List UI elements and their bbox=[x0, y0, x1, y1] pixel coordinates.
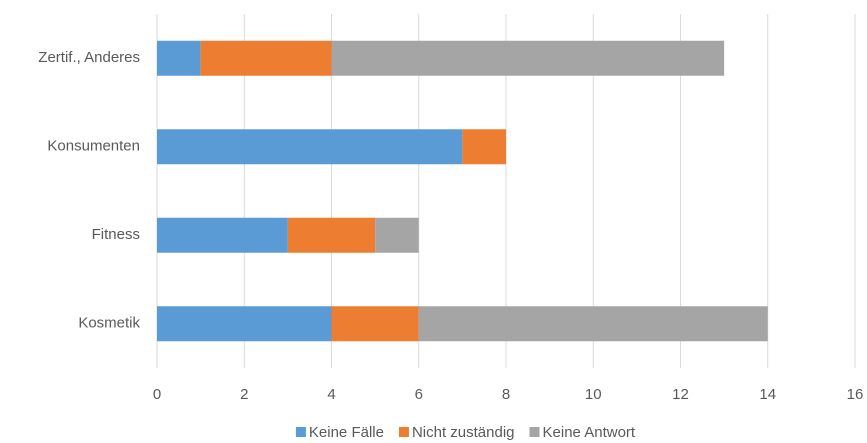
y-tick-label: Konsumenten bbox=[47, 138, 140, 155]
x-tick-label: 2 bbox=[240, 386, 248, 403]
bar-segment bbox=[157, 217, 288, 253]
y-tick-label: Fitness bbox=[92, 226, 140, 243]
bar-segment bbox=[157, 129, 463, 165]
bar-segment bbox=[331, 40, 725, 76]
bar-segment bbox=[200, 40, 332, 76]
x-tick-label: 12 bbox=[672, 386, 689, 403]
legend-label: Keine Fälle bbox=[309, 424, 384, 441]
bar-segment bbox=[157, 40, 201, 76]
legend-swatch bbox=[398, 427, 409, 437]
x-tick-label: 0 bbox=[153, 386, 161, 403]
x-tick-label: 16 bbox=[847, 386, 864, 403]
legend-swatch bbox=[529, 427, 540, 437]
x-tick-label: 14 bbox=[759, 386, 776, 403]
y-tick-label: Kosmetik bbox=[78, 315, 140, 332]
y-tick-label: Zertif., Anderes bbox=[38, 49, 140, 66]
x-tick-label: 6 bbox=[415, 386, 423, 403]
bar-segment bbox=[462, 129, 506, 165]
bar-segment bbox=[331, 306, 419, 342]
bar-segment bbox=[418, 306, 768, 342]
x-tick-label: 8 bbox=[502, 386, 510, 403]
bar-segment bbox=[157, 306, 332, 342]
bar-segment bbox=[375, 217, 419, 253]
legend-swatch bbox=[295, 427, 306, 437]
legend-label: Keine Antwort bbox=[543, 424, 636, 441]
x-tick-label: 4 bbox=[327, 386, 335, 403]
bar-segment bbox=[287, 217, 376, 253]
legend-label: Nicht zuständig bbox=[412, 424, 515, 441]
x-tick-label: 10 bbox=[585, 386, 602, 403]
